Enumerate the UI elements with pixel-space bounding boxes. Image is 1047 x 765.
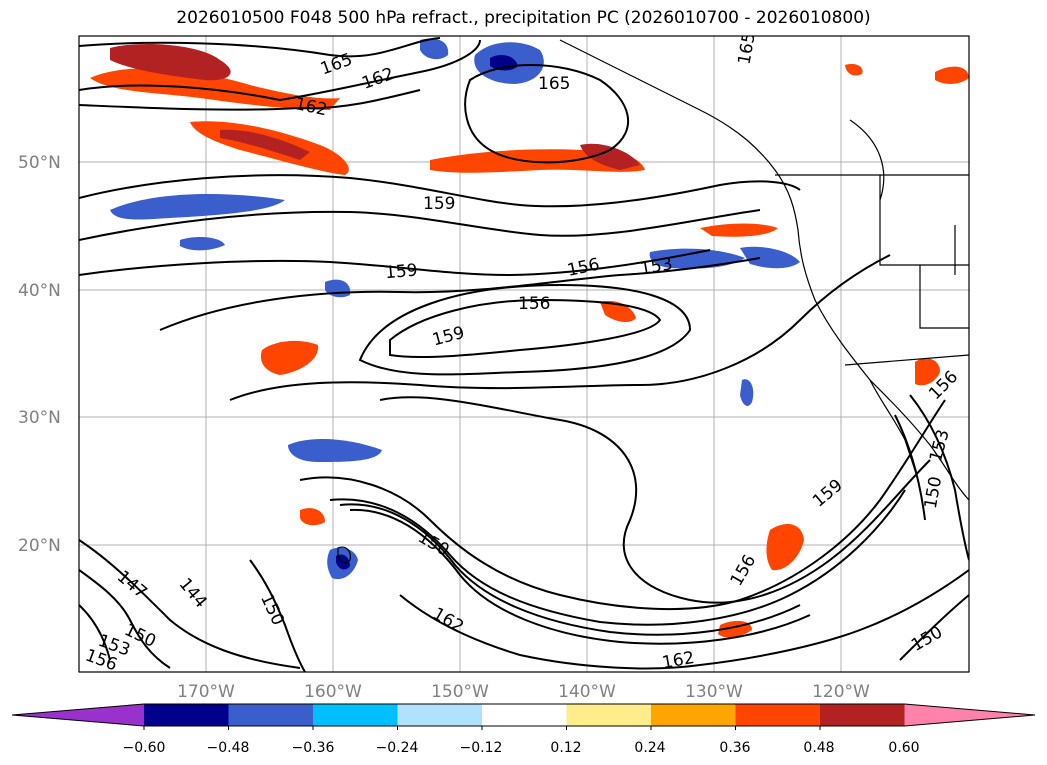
contour-label: 159 — [384, 261, 418, 284]
state-border — [849, 119, 969, 329]
colorbar-segment — [228, 704, 314, 726]
colorbar-tick-label: 0.24 — [634, 740, 665, 756]
precip-pos-blob — [580, 143, 640, 170]
precip-pos-blob — [300, 508, 325, 526]
contour-line — [79, 174, 801, 208]
lat-label: 40°N — [18, 281, 61, 301]
contour-line — [389, 298, 662, 359]
contour-line — [79, 37, 441, 58]
border-us-mexico — [844, 354, 969, 366]
contour-line — [464, 64, 629, 164]
lat-label: 50°N — [18, 153, 61, 173]
precip-pos-blob — [766, 524, 804, 571]
contour-line — [349, 508, 811, 645]
contour-line — [909, 394, 969, 561]
coastline-north-america — [559, 39, 969, 501]
contour-line — [79, 569, 171, 669]
coastline-hawaii-island — [337, 546, 351, 564]
contour-line — [229, 254, 891, 401]
precip-neg-blob — [420, 38, 449, 60]
precip-pos-blob — [700, 223, 778, 237]
precip-pos-blob — [600, 300, 636, 322]
colorbar-segment — [313, 704, 398, 726]
contour-line — [79, 249, 711, 277]
precip-pos-blob — [110, 44, 231, 81]
colorbar-tick-label: 0.48 — [803, 740, 834, 756]
colorbar-tick-labels: −0.60 −0.48 −0.36 −0.24 −0.12 0.12 0.24 … — [123, 740, 920, 756]
contour-line — [299, 399, 946, 611]
precip-pos-blob — [915, 358, 940, 386]
map-frame — [78, 35, 970, 673]
lon-label: 160°W — [304, 682, 362, 702]
colorbar-segment — [735, 704, 821, 726]
lon-label: 170°W — [177, 682, 235, 702]
contour-line — [899, 594, 969, 661]
colorbar-segment — [482, 704, 567, 726]
colorbar-tick-label: −0.12 — [460, 740, 503, 756]
contour-line — [399, 569, 969, 670]
contour-line — [79, 539, 301, 669]
precip-pos-blob — [220, 129, 310, 160]
colorbar-segment — [144, 704, 229, 726]
precip-neg-blob — [110, 194, 285, 220]
contour-line — [249, 559, 306, 672]
colorbar-extend-max — [904, 704, 1035, 726]
lon-label: 150°W — [431, 682, 489, 702]
colorbar-tick-label: −0.24 — [376, 740, 419, 756]
longitude-labels: 170°W 160°W 150°W 140°W 130°W 120°W — [177, 682, 870, 702]
latitude-labels: 50°N 40°N 30°N 20°N — [18, 153, 61, 556]
colorbar-segment — [397, 704, 483, 726]
lon-label: 120°W — [812, 682, 870, 702]
lat-label: 20°N — [18, 536, 61, 556]
map-area: 165 162 162 165 165 159 159 156 153 156 … — [79, 36, 969, 673]
contour-line — [339, 503, 801, 636]
refractivity-contours — [79, 37, 969, 672]
contour-line — [379, 396, 931, 604]
colorbar-segment — [651, 704, 736, 726]
colorbar-segment — [820, 704, 905, 726]
colorbar-tick-label: −0.60 — [123, 740, 166, 756]
precip-pos-blob — [935, 66, 969, 84]
contour-line — [79, 89, 421, 111]
precip-neg-blob — [288, 438, 382, 462]
lat-label: 30°N — [18, 408, 61, 428]
colorbar-extend-min — [12, 704, 144, 726]
colorbar-tick-label: 0.60 — [888, 740, 919, 756]
contour-line — [894, 414, 926, 521]
contour-label: 159 — [423, 194, 455, 214]
colorbar-tick-label: 0.36 — [719, 740, 750, 756]
precip-neg-blob — [180, 237, 225, 251]
contour-line — [79, 209, 761, 241]
lon-label: 140°W — [558, 682, 616, 702]
map-title: 2026010500 F048 500 hPa refract., precip… — [176, 8, 871, 28]
contour-label: 156 — [518, 294, 550, 314]
colorbar-tick-label: −0.36 — [292, 740, 335, 756]
colorbar — [11, 703, 1036, 730]
colorbar-segment — [566, 704, 652, 726]
colorbar-tick-label: 0.12 — [550, 740, 581, 756]
contour-label: 165 — [538, 74, 570, 94]
colorbar-tick-label: −0.48 — [207, 740, 250, 756]
precip-pos-blob — [845, 64, 863, 76]
precip-neg-blob — [740, 246, 800, 269]
precip-pos-blob — [260, 340, 319, 375]
contour-line — [358, 283, 692, 376]
contour-line — [79, 39, 481, 102]
contour-line — [329, 489, 906, 626]
contour-line — [79, 604, 111, 661]
contour-label: 162 — [661, 648, 696, 673]
precip-neg-blob — [740, 379, 754, 406]
lon-label: 130°W — [685, 682, 743, 702]
